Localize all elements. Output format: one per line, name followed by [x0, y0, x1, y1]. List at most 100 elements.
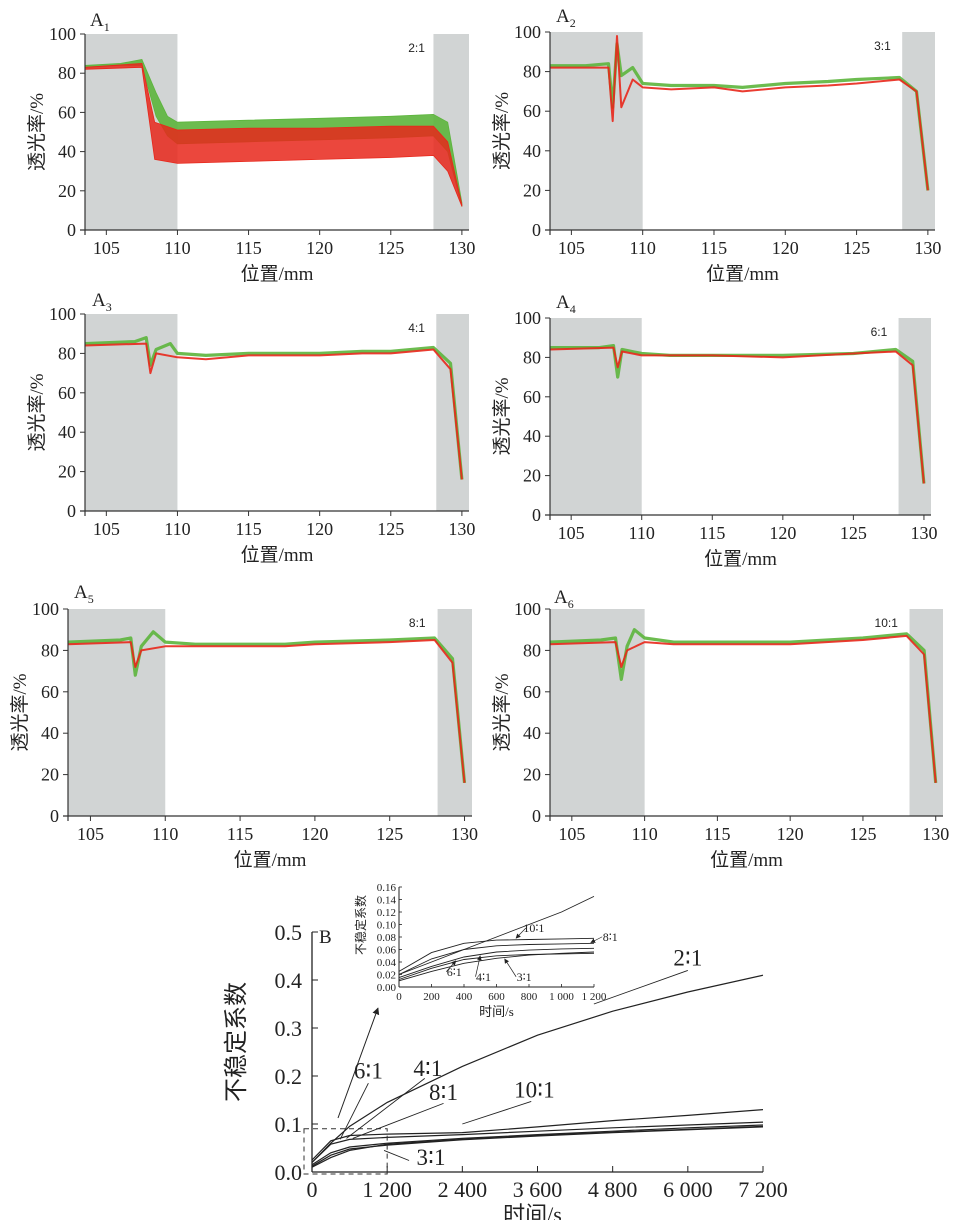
- panel-a5-ratio-label: 8:1: [409, 616, 426, 630]
- panel-a6-x-tick-label: 115: [704, 824, 730, 844]
- panel-a3-x-title: 位置/mm: [241, 544, 314, 566]
- panel-b-inset-y-tick-label: 0.08: [377, 932, 397, 944]
- panel-b-inset-leader: [445, 960, 457, 972]
- panel-a3-x-tick-label: 105: [93, 519, 120, 539]
- panel-a6-x-tick-label: 120: [777, 824, 804, 844]
- panel-a2-line-red: [550, 35, 929, 191]
- panel-b-leader-line: [352, 1102, 444, 1139]
- panel-a6-y-tick-label: 60: [523, 682, 541, 702]
- panel-a1: 0 20 40 60 80 100 105 110 115 120 125 130 位置/mm 透光率/%…: [26, 10, 475, 285]
- panel-b-line-8-1: [311, 1121, 764, 1163]
- panel-b-curve-label: 2∶1: [673, 946, 702, 971]
- panel-b-inset-x-tick-label: 1 000: [549, 991, 574, 1003]
- panel-a5-panel-label: A5: [74, 582, 94, 606]
- panel-a5-x-tick-label: 110: [152, 824, 178, 844]
- panel-a3-x-tick-label: 125: [377, 519, 404, 539]
- panel-a5-y-tick-label: 20: [41, 765, 59, 785]
- panel-a5-x-tick-label: 120: [301, 824, 328, 844]
- panel-a6: 0 20 40 60 80 100 105 110 115 120 125 130 位置/mm 透光率/%…: [491, 587, 949, 871]
- panel-a5-x-tick-label: 115: [227, 824, 253, 844]
- panel-b-inset-leader: [590, 936, 603, 943]
- panel-a1-x-tick-label: 130: [448, 238, 475, 258]
- panel-a1-y-tick-label: 20: [58, 181, 76, 201]
- panel-b-curve-label: 6∶1: [354, 1058, 383, 1083]
- panel-b-inset-curve-label: 8∶1: [603, 930, 618, 944]
- panel-a2-x-tick-label: 120: [772, 238, 799, 258]
- panel-a5-y-tick-label: 40: [41, 723, 59, 743]
- panel-a3-x-tick-label: 115: [235, 519, 261, 539]
- panel-b-inset-x-tick-label: 200: [423, 991, 440, 1003]
- panel-a2-x-tick-label: 110: [630, 238, 656, 258]
- panel-a6-x-title: 位置/mm: [710, 849, 783, 871]
- panel-a4-x-tick-label: 105: [558, 523, 585, 543]
- panel-b-line-10-1: [311, 1109, 764, 1161]
- panel-a6-line-red: [549, 634, 937, 783]
- panel-a2-y-title: 透光率/%: [491, 92, 513, 170]
- panel-a4-y-tick-label: 0: [532, 505, 541, 525]
- panel-b-x-tick-label: 7 200: [738, 1177, 788, 1202]
- panel-b-inset-line-2-1: [398, 895, 595, 975]
- panel-b-inset-curve-label: 6∶1: [447, 965, 462, 979]
- panel-a1-x-tick-label: 110: [164, 238, 190, 258]
- panel-b-inset-y-tick-label: 0.10: [377, 920, 397, 932]
- panel-a4-x-tick-label: 115: [699, 523, 725, 543]
- panel-a5-y-tick-label: 0: [50, 806, 59, 826]
- panel-b-y-tick-label: 0.1: [275, 1112, 303, 1137]
- panel-a3-y-tick-label: 20: [58, 462, 76, 482]
- panel-b-inset-line-6-1: [398, 952, 595, 980]
- panel-a1-y-title: 透光率/%: [26, 93, 48, 171]
- panel-a4-panel-label: A4: [556, 292, 576, 316]
- panel-a6-x-tick-label: 130: [922, 824, 949, 844]
- panel-a4-y-tick-label: 80: [523, 347, 541, 367]
- panel-a1-panel-label: A1: [90, 10, 110, 34]
- panel-a3-y-tick-label: 60: [58, 383, 76, 403]
- panel-a2-x-tick-label: 130: [914, 238, 941, 258]
- panel-a6-x-tick-label: 125: [849, 824, 876, 844]
- panel-b: 0.0 0.1 0.2 0.3 0.4 0.5 0 1 200 2 400 3 600 4 800 6…: [223, 882, 788, 1220]
- panel-b-x-tick-label: 0: [307, 1177, 318, 1202]
- panel-b-y-tick-label: 0.4: [275, 968, 303, 993]
- panel-a2-x-tick-label: 125: [843, 238, 870, 258]
- panel-b-x-tick-label: 2 400: [438, 1177, 488, 1202]
- panel-a4-y-tick-label: 20: [523, 466, 541, 486]
- panel-b-line-6-1: [311, 1126, 764, 1167]
- panel-a1-y-tick-label: 100: [49, 24, 76, 44]
- panel-a3: 0 20 40 60 80 100 105 110 115 120 125 130 位置/mm 透光率/%…: [26, 290, 475, 566]
- panel-a4-y-tick-label: 100: [514, 308, 541, 328]
- panel-a4-x-tick-label: 125: [840, 523, 867, 543]
- panel-a2-shaded-region-1: [902, 32, 935, 230]
- panel-a6-y-tick-label: 20: [523, 765, 541, 785]
- panel-b-curve-label: 4∶1: [413, 1056, 442, 1081]
- panel-a1-x-tick-label: 120: [306, 238, 333, 258]
- panel-a2-x-title: 位置/mm: [706, 263, 779, 285]
- panel-a6-panel-label: A6: [554, 587, 574, 611]
- panel-a2-y-tick-label: 40: [523, 141, 541, 161]
- panel-b-leader-line: [346, 1078, 426, 1139]
- panel-b-line-4-1: [311, 1124, 764, 1166]
- panel-b-x-tick-label: 6 000: [663, 1177, 713, 1202]
- panel-a5-y-title: 透光率/%: [9, 673, 31, 751]
- panel-a1-x-tick-label: 115: [235, 238, 261, 258]
- panel-b-leader-line: [462, 1101, 532, 1125]
- panel-a6-y-tick-label: 40: [523, 723, 541, 743]
- panel-a2-y-tick-label: 60: [523, 101, 541, 121]
- panel-a4-y-tick-label: 40: [523, 426, 541, 446]
- panel-a3-ratio-label: 4:1: [408, 321, 425, 335]
- panel-b-inset-y-tick-label: 0.04: [377, 957, 397, 969]
- panel-a5-y-tick-label: 60: [41, 682, 59, 702]
- panel-b-leader-line: [593, 969, 688, 1005]
- panel-b-line-3-1: [311, 1125, 764, 1168]
- panel-a2-x-tick-label: 105: [558, 238, 585, 258]
- panel-b-inset-leader: [475, 955, 482, 977]
- panel-a5-x-title: 位置/mm: [234, 849, 307, 871]
- panel-a5-shaded-region-1: [437, 609, 472, 816]
- panel-a1-y-tick-label: 60: [58, 102, 76, 122]
- panel-b-x-tick-label: 4 800: [588, 1177, 638, 1202]
- panel-a2-x-tick-label: 115: [701, 238, 727, 258]
- panel-a4: 0 20 40 60 80 100 105 110 115 120 125 130 位置/mm 透光率/%…: [491, 292, 937, 570]
- panel-a6-x-tick-label: 110: [631, 824, 657, 844]
- panel-a2-y-tick-label: 20: [523, 180, 541, 200]
- panel-a2-y-tick-label: 0: [532, 220, 541, 240]
- panel-b-y-title: 不稳定系数: [223, 982, 250, 1102]
